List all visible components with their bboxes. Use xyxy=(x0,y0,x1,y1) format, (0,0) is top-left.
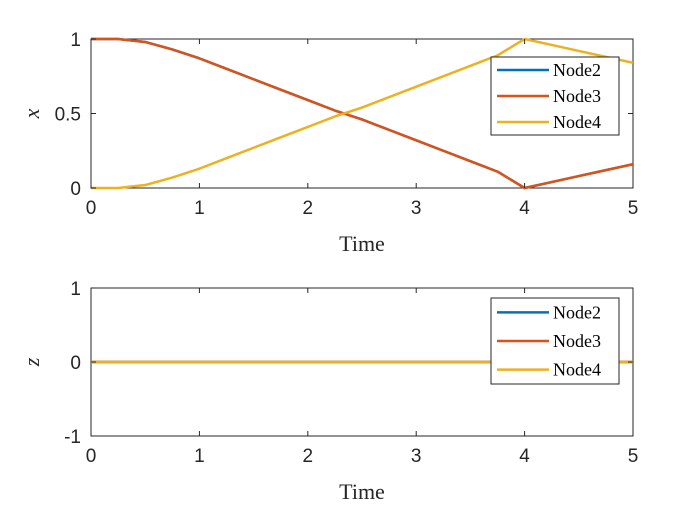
series-lines xyxy=(91,37,633,190)
x-tick-label: 0 xyxy=(86,446,97,467)
legend-label-node4: Node4 xyxy=(553,360,601,380)
y-tick-label: 1 xyxy=(70,30,81,51)
y-axis-label: x xyxy=(19,108,44,119)
y-tick-label: 0 xyxy=(70,353,81,374)
chart-panel-1: 0 1 2 3 4 5 0 0.5 1 Time x Node2 Node3 Node4 xyxy=(19,30,638,256)
x-tick-label: 5 xyxy=(628,198,639,219)
x-axis-label: Time xyxy=(339,479,385,504)
x-tick-label: 1 xyxy=(194,198,205,219)
y-tick-label: -1 xyxy=(64,427,81,448)
y-axis-label: z xyxy=(19,357,44,367)
legend: Node2 Node3 Node4 xyxy=(490,297,620,385)
legend-label-node4: Node4 xyxy=(553,112,601,132)
x-tick-label: 2 xyxy=(303,198,314,219)
x-tick-label: 2 xyxy=(303,446,314,467)
x-tick-label: 4 xyxy=(519,198,530,219)
legend: Node2 Node3 Node4 xyxy=(490,56,620,136)
x-tick-label: 3 xyxy=(411,446,422,467)
series-line-node3 xyxy=(91,37,633,190)
x-tick-label: 1 xyxy=(194,446,205,467)
legend-label-node3: Node3 xyxy=(553,331,601,351)
y-tick-label: 1 xyxy=(70,279,81,300)
x-axis-label: Time xyxy=(339,231,385,256)
x-tick-label: 3 xyxy=(411,198,422,219)
x-tick-label: 5 xyxy=(628,446,639,467)
legend-label-node2: Node2 xyxy=(553,302,601,322)
legend-label-node2: Node2 xyxy=(553,60,601,80)
series-line-node4 xyxy=(91,37,633,190)
x-tick-label: 4 xyxy=(519,446,530,467)
y-tick-label: 0.5 xyxy=(55,105,81,126)
legend-label-node3: Node3 xyxy=(553,86,601,106)
x-tick-label: 0 xyxy=(86,198,97,219)
y-tick-label: 0 xyxy=(70,179,81,200)
